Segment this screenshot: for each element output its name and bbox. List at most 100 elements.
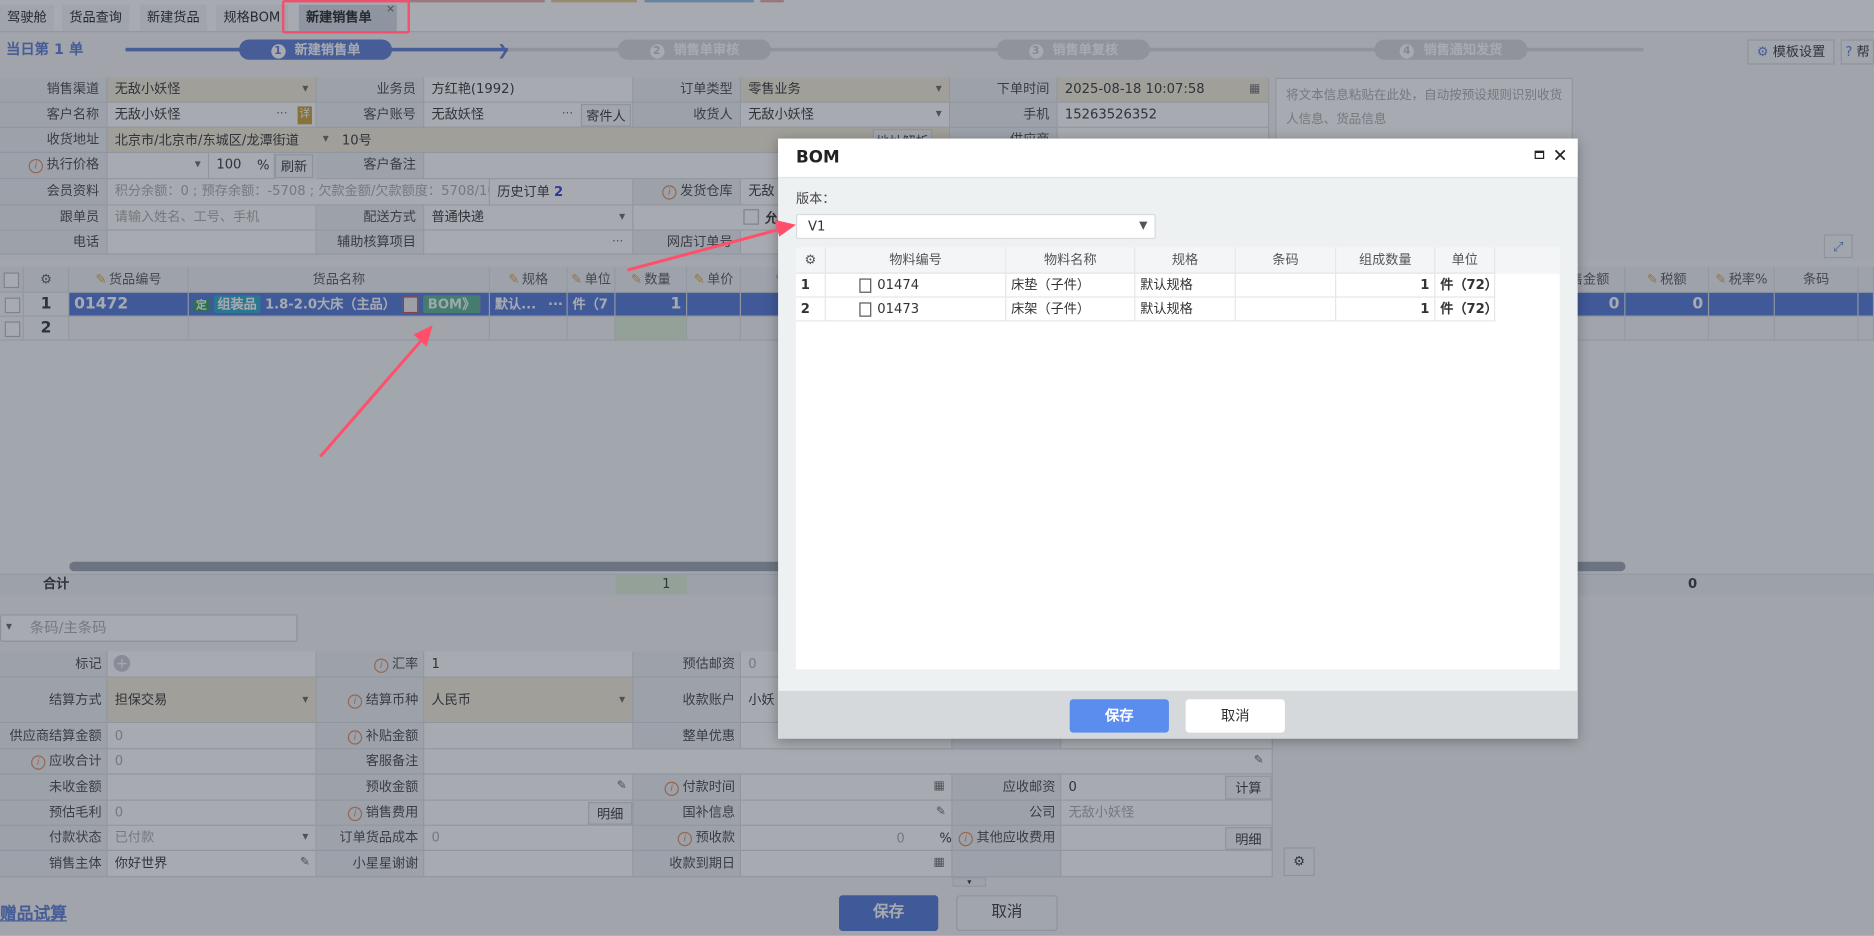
tab-new-goods[interactable]: 新建货品	[139, 4, 207, 32]
other-fee-detail-button[interactable]: 明细	[1225, 827, 1272, 850]
currency-select[interactable]: 人民币	[424, 677, 634, 724]
unit-value[interactable]: 件（7	[567, 292, 616, 317]
add-mark-icon[interactable]: +	[113, 654, 131, 672]
more-icon[interactable]: ···	[547, 296, 563, 312]
pay-status-select[interactable]: 已付款	[107, 825, 317, 851]
subsidy-field[interactable]	[424, 723, 634, 750]
supplier-settle-field[interactable]: 0	[107, 723, 317, 750]
prepay-field[interactable]	[741, 825, 953, 851]
calendar-icon[interactable]: ▦	[933, 855, 945, 869]
receivable-total-field[interactable]: 0	[107, 749, 317, 775]
customer-name-field[interactable]: 无敌小妖怪	[107, 102, 317, 128]
sales-entity-field[interactable]: 你好世界	[107, 850, 317, 878]
sender-button[interactable]: 寄件人	[580, 103, 632, 127]
expand-icon[interactable]: ⤢	[1823, 234, 1853, 259]
close-icon[interactable]: ✕	[1552, 144, 1568, 167]
column-settings-gear-icon[interactable]: ⚙	[804, 252, 817, 268]
grid-cell[interactable]: 定 组装品 1.8-2.0大床（主品） BOM》	[188, 292, 491, 317]
column-header[interactable]: ⚙	[796, 247, 826, 274]
quantity-input[interactable]: 1	[615, 292, 688, 317]
channel-select[interactable]: 无敌小妖怪	[107, 77, 317, 103]
grid-cell[interactable]	[490, 316, 568, 341]
unpaid-field[interactable]	[107, 774, 317, 801]
modal-cancel-button[interactable]: 取消	[1185, 699, 1285, 733]
grid-cell[interactable]	[1858, 316, 1874, 341]
goods-image-icon[interactable]	[402, 296, 419, 314]
star-field[interactable]	[424, 850, 634, 878]
goods-cost-field[interactable]: 0	[424, 825, 634, 851]
maximize-icon[interactable]	[1534, 150, 1545, 159]
grid-cell[interactable]	[1774, 292, 1859, 317]
mark-field[interactable]	[107, 651, 317, 678]
tab-spec-bom[interactable]: 规格BOM	[216, 4, 288, 32]
grid-cell[interactable]	[69, 316, 189, 341]
save-order-button[interactable]: 保存	[839, 895, 939, 932]
grid-cell[interactable]	[1858, 292, 1874, 317]
edit-icon[interactable]: ✎	[935, 805, 946, 819]
cancel-order-button[interactable]: 取消	[956, 895, 1058, 932]
barcode-input[interactable]: 条码/主条码	[0, 614, 298, 642]
tab-cockpit[interactable]: 驾驶舱	[0, 4, 54, 32]
collapse-toggle-icon[interactable]: ▾	[952, 877, 987, 887]
order-type-select[interactable]: 零售业务	[741, 77, 951, 103]
column-settings-gear-icon[interactable]: ⚙	[40, 271, 52, 287]
settings-gear-icon[interactable]: ⚙	[1283, 847, 1315, 877]
calculate-button[interactable]: 计算	[1225, 775, 1272, 800]
allow-checkbox[interactable]	[743, 209, 759, 225]
bom-button[interactable]: BOM》	[423, 295, 481, 314]
receiver-select[interactable]: 无敌小妖怪	[741, 102, 951, 128]
salesman-field[interactable]: 方红艳(1992)	[424, 77, 634, 103]
more-icon[interactable]: ···	[276, 107, 288, 121]
material-code[interactable]: 01473	[825, 297, 1007, 322]
phone-field[interactable]	[107, 230, 317, 255]
grid-cell[interactable]	[1709, 316, 1775, 341]
calendar-icon[interactable]: ▦	[933, 779, 945, 793]
version-select[interactable]: V1 ▼	[796, 213, 1156, 240]
order-time-field[interactable]: 2025-08-18 10:07:58	[1057, 77, 1270, 103]
select-all-checkbox[interactable]	[3, 271, 20, 288]
cs-note-field[interactable]	[424, 749, 1273, 775]
blank-field[interactable]	[1061, 850, 1273, 878]
refresh-button[interactable]: 刷新	[274, 154, 314, 179]
tab-new-sales-order[interactable]: 新建销售单	[298, 4, 397, 32]
row-checkbox[interactable]	[4, 297, 21, 313]
grid-cell[interactable]	[567, 316, 616, 341]
subsidy-info-field[interactable]	[741, 800, 953, 826]
due-date-field[interactable]	[741, 850, 953, 878]
price-percent-input[interactable]: 100	[209, 152, 275, 180]
mobile-field[interactable]: 15263526352	[1057, 102, 1270, 128]
row-checkbox[interactable]	[4, 320, 21, 337]
pay-time-field[interactable]	[741, 774, 953, 801]
grid-header-cell[interactable]	[0, 266, 24, 293]
chevron-down-icon[interactable]: ▾	[5, 620, 12, 634]
grid-cell[interactable]	[615, 316, 688, 341]
sales-fee-detail-button[interactable]: 明细	[588, 801, 633, 825]
tab-goods-query[interactable]: 货品查询	[62, 4, 130, 32]
modal-save-button[interactable]: 保存	[1069, 699, 1169, 733]
customer-detail-button[interactable]: 详	[297, 106, 312, 125]
material-code[interactable]: 01474	[825, 273, 1007, 298]
help-button[interactable]: ? 帮	[1840, 39, 1874, 65]
grid-cell[interactable]	[1774, 316, 1859, 341]
edit-icon[interactable]: ✎	[1253, 754, 1264, 768]
prepaid-amount-field[interactable]	[424, 774, 634, 801]
follower-input[interactable]: 请输入姓名、工号、手机	[107, 205, 317, 231]
tax-amount[interactable]: 0	[1625, 292, 1710, 317]
settle-method-select[interactable]: 担保交易	[107, 677, 317, 724]
merge-duplicate-button[interactable]: ≋ 合并重复货品	[644, 0, 755, 3]
grid-cell[interactable]	[687, 292, 742, 317]
tab-close-icon[interactable]: ×	[386, 3, 396, 16]
template-settings-button[interactable]: ⚙ 模板设置	[1747, 39, 1835, 65]
more-action-button[interactable]	[760, 0, 785, 3]
calendar-icon[interactable]: ▦	[1248, 82, 1261, 96]
gift-calc-link[interactable]: 赠品试算	[0, 904, 67, 924]
grid-cell[interactable]	[687, 316, 742, 341]
more-icon[interactable]: ···	[561, 107, 574, 121]
company-field[interactable]: 无敌小妖怪	[1061, 800, 1273, 826]
address-detail-input[interactable]: 10号	[341, 132, 372, 149]
goods-code[interactable]: 01472	[69, 292, 189, 317]
delivery-select[interactable]: 普通快递	[424, 205, 634, 231]
grid-header-cell[interactable]: ⚙	[23, 266, 70, 293]
grid-cell[interactable]	[1625, 316, 1710, 341]
grid-cell[interactable]: 默认... ···	[490, 292, 568, 317]
